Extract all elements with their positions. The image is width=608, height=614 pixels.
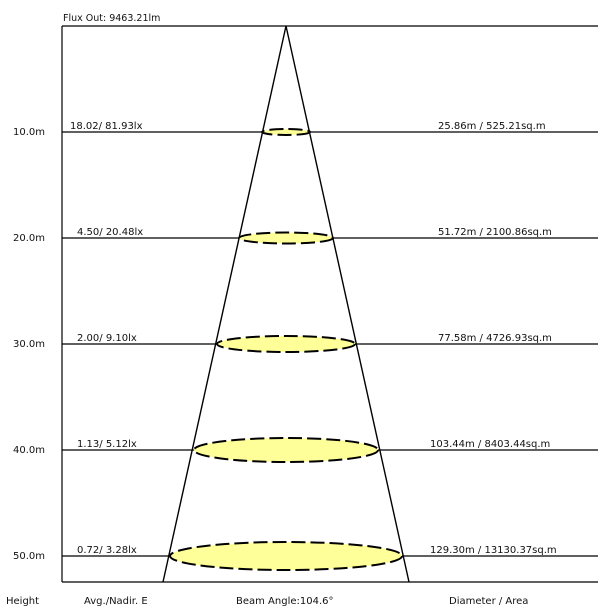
illuminance-label: 1.13/ 5.12lx	[77, 439, 137, 450]
height-header: Height	[6, 596, 39, 607]
diameter-area-label: 129.30m / 13130.37sq.m	[430, 545, 557, 556]
footer-headers: Height Avg./Nadir. E Beam Angle:104.6° D…	[6, 596, 528, 607]
avg-nadir-header: Avg./Nadir. E	[84, 596, 148, 607]
diagram-frame	[61, 25, 598, 582]
light-spot-30m	[216, 335, 356, 353]
light-spots	[169, 128, 403, 571]
illuminance-labels: 18.02/ 81.93lx 4.50/ 20.48lx 2.00/ 9.10l…	[70, 121, 143, 556]
illuminance-label: 4.50/ 20.48lx	[77, 227, 143, 238]
diameter-area-label: 25.86m / 525.21sq.m	[438, 121, 546, 132]
height-label: 40.0m	[13, 445, 45, 456]
beam-cone	[162, 25, 410, 583]
beam-cone-right-edge	[285, 25, 410, 583]
diameter-area-label: 103.44m / 8403.44sq.m	[430, 439, 550, 450]
light-spot-20m	[238, 231, 334, 245]
height-label: 10.0m	[13, 127, 45, 138]
height-label: 30.0m	[13, 339, 45, 350]
diameter-area-label: 51.72m / 2100.86sq.m	[438, 227, 552, 238]
diameter-area-label: 77.58m / 4726.93sq.m	[438, 333, 552, 344]
height-labels: 10.0m 20.0m 30.0m 40.0m 50.0m	[13, 127, 45, 562]
beam-cone-left-edge	[162, 25, 287, 583]
light-spot-50m	[169, 541, 403, 571]
height-label: 20.0m	[13, 233, 45, 244]
illuminance-label: 2.00/ 9.10lx	[77, 333, 137, 344]
flux-out-label: Flux Out: 9463.21lm	[63, 13, 160, 24]
light-spot-10m	[261, 128, 311, 136]
beam-angle-header: Beam Angle:104.6°	[236, 596, 334, 607]
light-spot-40m	[193, 437, 379, 463]
illuminance-label: 18.02/ 81.93lx	[70, 121, 143, 132]
diameter-area-header: Diameter / Area	[449, 596, 528, 607]
height-label: 50.0m	[13, 551, 45, 562]
illuminance-label: 0.72/ 3.28lx	[77, 545, 137, 556]
height-lines	[62, 131, 598, 583]
diameter-area-labels: 25.86m / 525.21sq.m 51.72m / 2100.86sq.m…	[430, 121, 557, 556]
